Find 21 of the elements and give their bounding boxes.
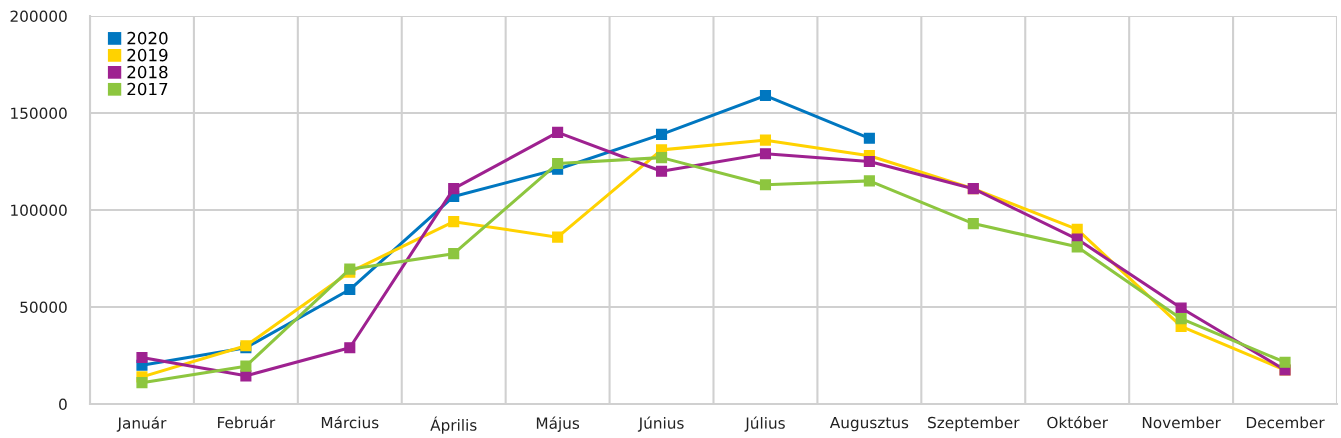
y-tick-label: 0 — [59, 398, 67, 411]
x-tick-label: Március — [321, 415, 379, 429]
x-tick-label: Augusztus — [829, 416, 909, 432]
legend-label: 2019 — [127, 48, 168, 62]
x-tick-label: December — [1246, 416, 1325, 429]
y-tick-label: 50000 — [20, 301, 67, 314]
x-tick-label: Július — [744, 416, 785, 432]
legend-label: 2018 — [127, 65, 168, 79]
legend-label: 2017 — [127, 82, 168, 96]
x-tick-label: Január — [116, 416, 167, 432]
legend-label: 2020 — [127, 31, 168, 45]
x-tick-label: Május — [536, 416, 580, 432]
x-tick-label: Június — [637, 416, 684, 432]
x-tick-label: Február — [218, 415, 276, 429]
y-tick-label: 200000 — [10, 10, 67, 23]
x-tick-label: Április — [430, 416, 477, 434]
y-tick-label: 100000 — [11, 204, 67, 217]
x-tick-label: Október — [1047, 415, 1108, 429]
y-tick-label: 150000 — [11, 107, 67, 120]
x-tick-label: November — [1142, 416, 1221, 429]
x-tick-label: Szeptember — [928, 416, 1020, 432]
